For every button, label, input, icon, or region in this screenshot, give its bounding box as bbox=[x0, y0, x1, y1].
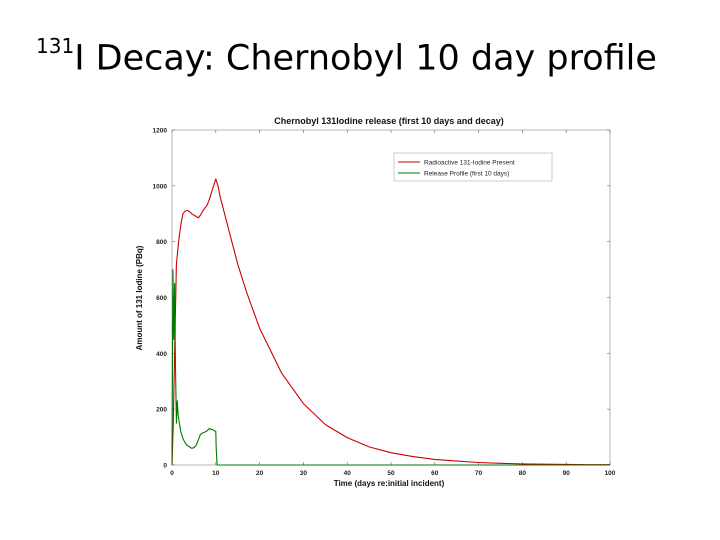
y-tick-label: 600 bbox=[156, 295, 167, 302]
legend-label: Release Profile (first 10 days) bbox=[424, 171, 509, 178]
y-tick-label: 1200 bbox=[153, 128, 168, 135]
y-tick-label: 800 bbox=[156, 239, 167, 246]
legend-box bbox=[393, 152, 553, 182]
x-tick-label: 100 bbox=[605, 470, 616, 477]
slide-title-text: I Decay: Chernobyl 10 day profile bbox=[74, 38, 657, 79]
x-tick-label: 10 bbox=[212, 470, 220, 477]
x-tick-label: 70 bbox=[475, 470, 483, 477]
x-tick-label: 50 bbox=[387, 470, 395, 477]
y-tick-label: 400 bbox=[156, 351, 167, 358]
x-tick-label: 20 bbox=[256, 470, 264, 477]
x-tick-label: 40 bbox=[344, 470, 352, 477]
x-tick-label: 90 bbox=[563, 470, 571, 477]
legend: Radioactive 131-Iodine Present Release Pr… bbox=[393, 152, 553, 182]
x-tick-label: 80 bbox=[519, 470, 527, 477]
x-axis-label: Time (days re:initial incident) bbox=[334, 479, 445, 488]
x-tick-label: 30 bbox=[300, 470, 308, 477]
slide-title: 131I Decay: Chernobyl 10 day profile bbox=[36, 34, 657, 79]
y-axis-label: Amount of 131 Iodine (PBq) bbox=[135, 245, 144, 350]
x-tick-label: 0 bbox=[170, 470, 174, 477]
series-line-2 bbox=[171, 269, 610, 466]
chart-title: Chernobyl 131Iodine release (first 10 da… bbox=[274, 116, 504, 126]
series-lines bbox=[171, 178, 610, 466]
y-tick-label: 200 bbox=[156, 407, 167, 414]
isotope-mass-number: 131 bbox=[36, 34, 75, 58]
y-tick-label: 0 bbox=[163, 463, 167, 470]
series-line-1 bbox=[171, 178, 610, 466]
legend-label: Radioactive 131-Iodine Present bbox=[424, 160, 515, 167]
x-tick-label: 60 bbox=[431, 470, 439, 477]
y-tick-label: 1000 bbox=[153, 183, 168, 190]
axis-ticks: 0 10 20 30 40 50 60 70 80 90 100020040060080010001… bbox=[153, 128, 616, 478]
